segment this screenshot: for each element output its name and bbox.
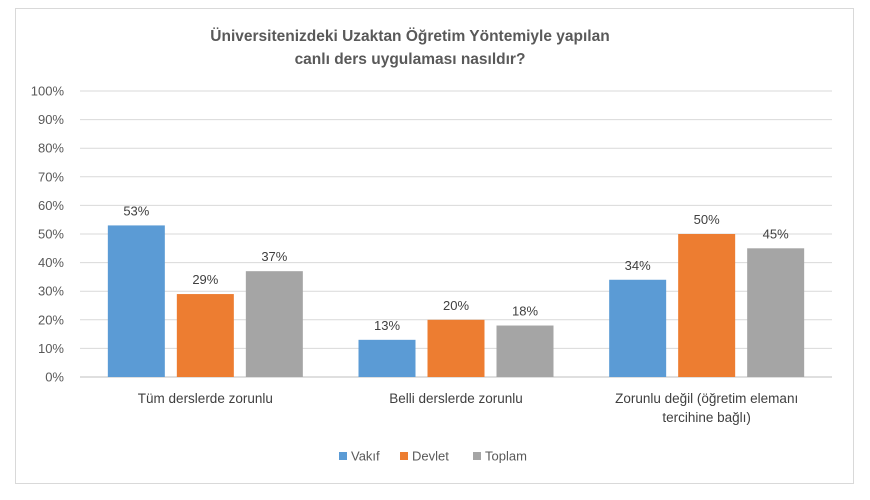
y-axis: 0% 10% 20% 30% 40% 50% 60% 70% 80% 90% 100% (31, 84, 65, 385)
bar (747, 248, 805, 377)
bar (358, 339, 416, 377)
data-label: 20% (443, 298, 469, 313)
x-tick-label: Tüm derslerde zorunlu (138, 391, 273, 406)
y-tick-label: 10% (38, 341, 64, 356)
x-tick-label: tercihine bağlı) (662, 410, 751, 425)
data-label: 29% (192, 272, 218, 287)
y-tick-label: 0% (45, 370, 64, 385)
bar (609, 279, 667, 377)
data-label: 45% (763, 226, 789, 241)
x-axis: Tüm derslerde zorunlu Belli derslerde zor… (138, 391, 798, 425)
legend-label: Devlet (412, 449, 449, 464)
bar (678, 234, 736, 377)
chart-title: Üniversitenizdeki Uzaktan Öğretim Yöntem… (210, 28, 609, 68)
x-tick-label: Zorunlu değil (öğretim elemanı (615, 391, 798, 406)
legend-swatch (339, 452, 347, 460)
x-tick-label: Belli derslerde zorunlu (389, 391, 523, 406)
bar (496, 325, 554, 377)
y-tick-label: 30% (38, 284, 64, 299)
legend-label: Vakıf (351, 449, 380, 464)
y-tick-label: 90% (38, 112, 64, 127)
data-label: 37% (261, 249, 287, 264)
bars: 53% 29% 37% 13% 20% 18% 34% 50% 45% (107, 203, 805, 377)
chart-title-line-2: canlı ders uygulaması nasıldır? (295, 51, 526, 68)
legend-label: Toplam (485, 449, 527, 464)
data-label: 18% (512, 304, 538, 319)
data-label: 34% (625, 258, 651, 273)
data-label: 13% (374, 318, 400, 333)
y-tick-label: 60% (38, 198, 64, 213)
y-tick-label: 70% (38, 169, 64, 184)
legend-swatch (473, 452, 481, 460)
data-label: 53% (123, 203, 149, 218)
bar (176, 294, 234, 377)
y-tick-label: 80% (38, 141, 64, 156)
chart-title-line-1: Üniversitenizdeki Uzaktan Öğretim Yöntem… (210, 28, 609, 45)
y-tick-label: 50% (38, 227, 64, 242)
y-tick-label: 20% (38, 312, 64, 327)
legend-swatch (400, 452, 408, 460)
bar (107, 225, 165, 377)
bar (245, 271, 303, 377)
bar (427, 319, 485, 377)
y-tick-label: 40% (38, 255, 64, 270)
data-label: 50% (694, 212, 720, 227)
legend: Vakıf Devlet Toplam (339, 449, 527, 464)
y-tick-label: 100% (31, 84, 65, 99)
